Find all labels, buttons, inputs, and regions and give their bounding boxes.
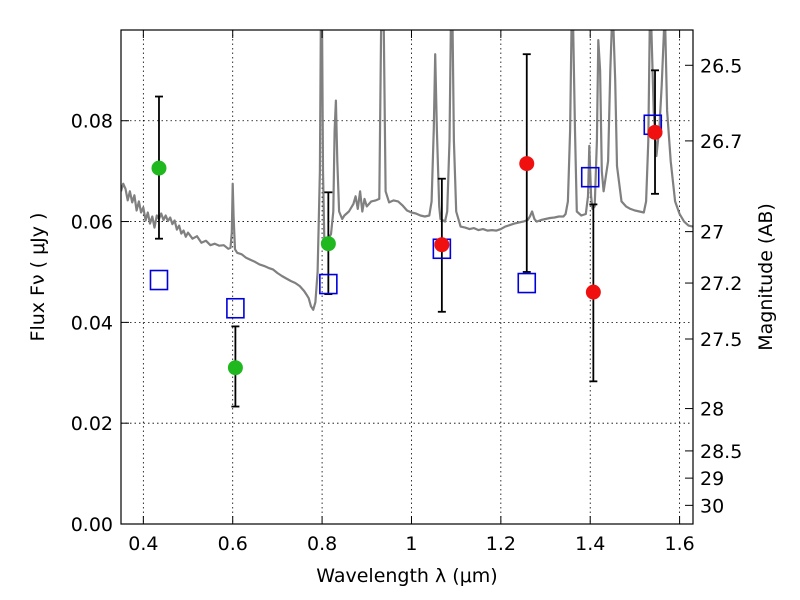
- y-axis-right-label: Magnitude (AB): [755, 203, 777, 351]
- y-tick-label: 0.00: [71, 514, 113, 536]
- x-tick-label: 0.6: [218, 533, 248, 555]
- x-tick-label: 0.8: [307, 533, 337, 555]
- model-square: [319, 273, 338, 295]
- x-tick-label: 1.6: [664, 533, 694, 555]
- data-point: [151, 160, 167, 176]
- data-point: [434, 237, 450, 253]
- y-tick-label: 0.08: [71, 111, 113, 133]
- plot-background: [121, 30, 693, 524]
- x-tick-label: 1.2: [486, 533, 516, 555]
- magnitude-tick-label: 28: [700, 399, 724, 421]
- plot-frame: [120, 29, 694, 525]
- magnitude-tick-label: 26.5: [700, 55, 742, 77]
- ticks: [121, 30, 693, 525]
- y-tick-label: 0.06: [71, 212, 113, 234]
- observed-photometry-layer: [151, 124, 663, 376]
- y-tick-label: 0.04: [71, 312, 113, 334]
- data-point: [647, 124, 663, 140]
- magnitude-tick-label: 29: [700, 468, 724, 490]
- x-tick-label: 0.4: [128, 533, 158, 555]
- x-tick-label: 1: [405, 533, 417, 555]
- model-square: [149, 269, 169, 291]
- x-axis-label: Wavelength λ (μm): [316, 565, 497, 587]
- sed-layer: [121, 30, 693, 311]
- magnitude-tick-label: 26.7: [700, 131, 742, 153]
- magnitude-tick-label: 27: [700, 222, 724, 244]
- data-point: [320, 236, 336, 252]
- x-tick-label: 1.4: [575, 533, 605, 555]
- sed-line: [121, 30, 693, 311]
- model-square: [226, 297, 245, 319]
- magnitude-tick-label: 27.5: [700, 329, 742, 351]
- magnitude-tick-label: 28.5: [700, 441, 742, 463]
- y-axis-label: Flux Fν ( μJy ): [27, 213, 49, 342]
- y-tick-label: 0.02: [71, 413, 113, 435]
- data-point: [585, 284, 601, 300]
- magnitude-tick-label: 30: [700, 495, 724, 517]
- data-point: [519, 156, 535, 172]
- tick-labels: 0.4 0.6 0.8 1 1.2 1.4 1.6 0.00 0.02 0.04 0.06 0.08 2…: [71, 55, 743, 555]
- data-point: [227, 360, 243, 376]
- model-square: [517, 272, 537, 294]
- model-square: [580, 166, 600, 188]
- magnitude-tick-label: 27.2: [700, 273, 742, 295]
